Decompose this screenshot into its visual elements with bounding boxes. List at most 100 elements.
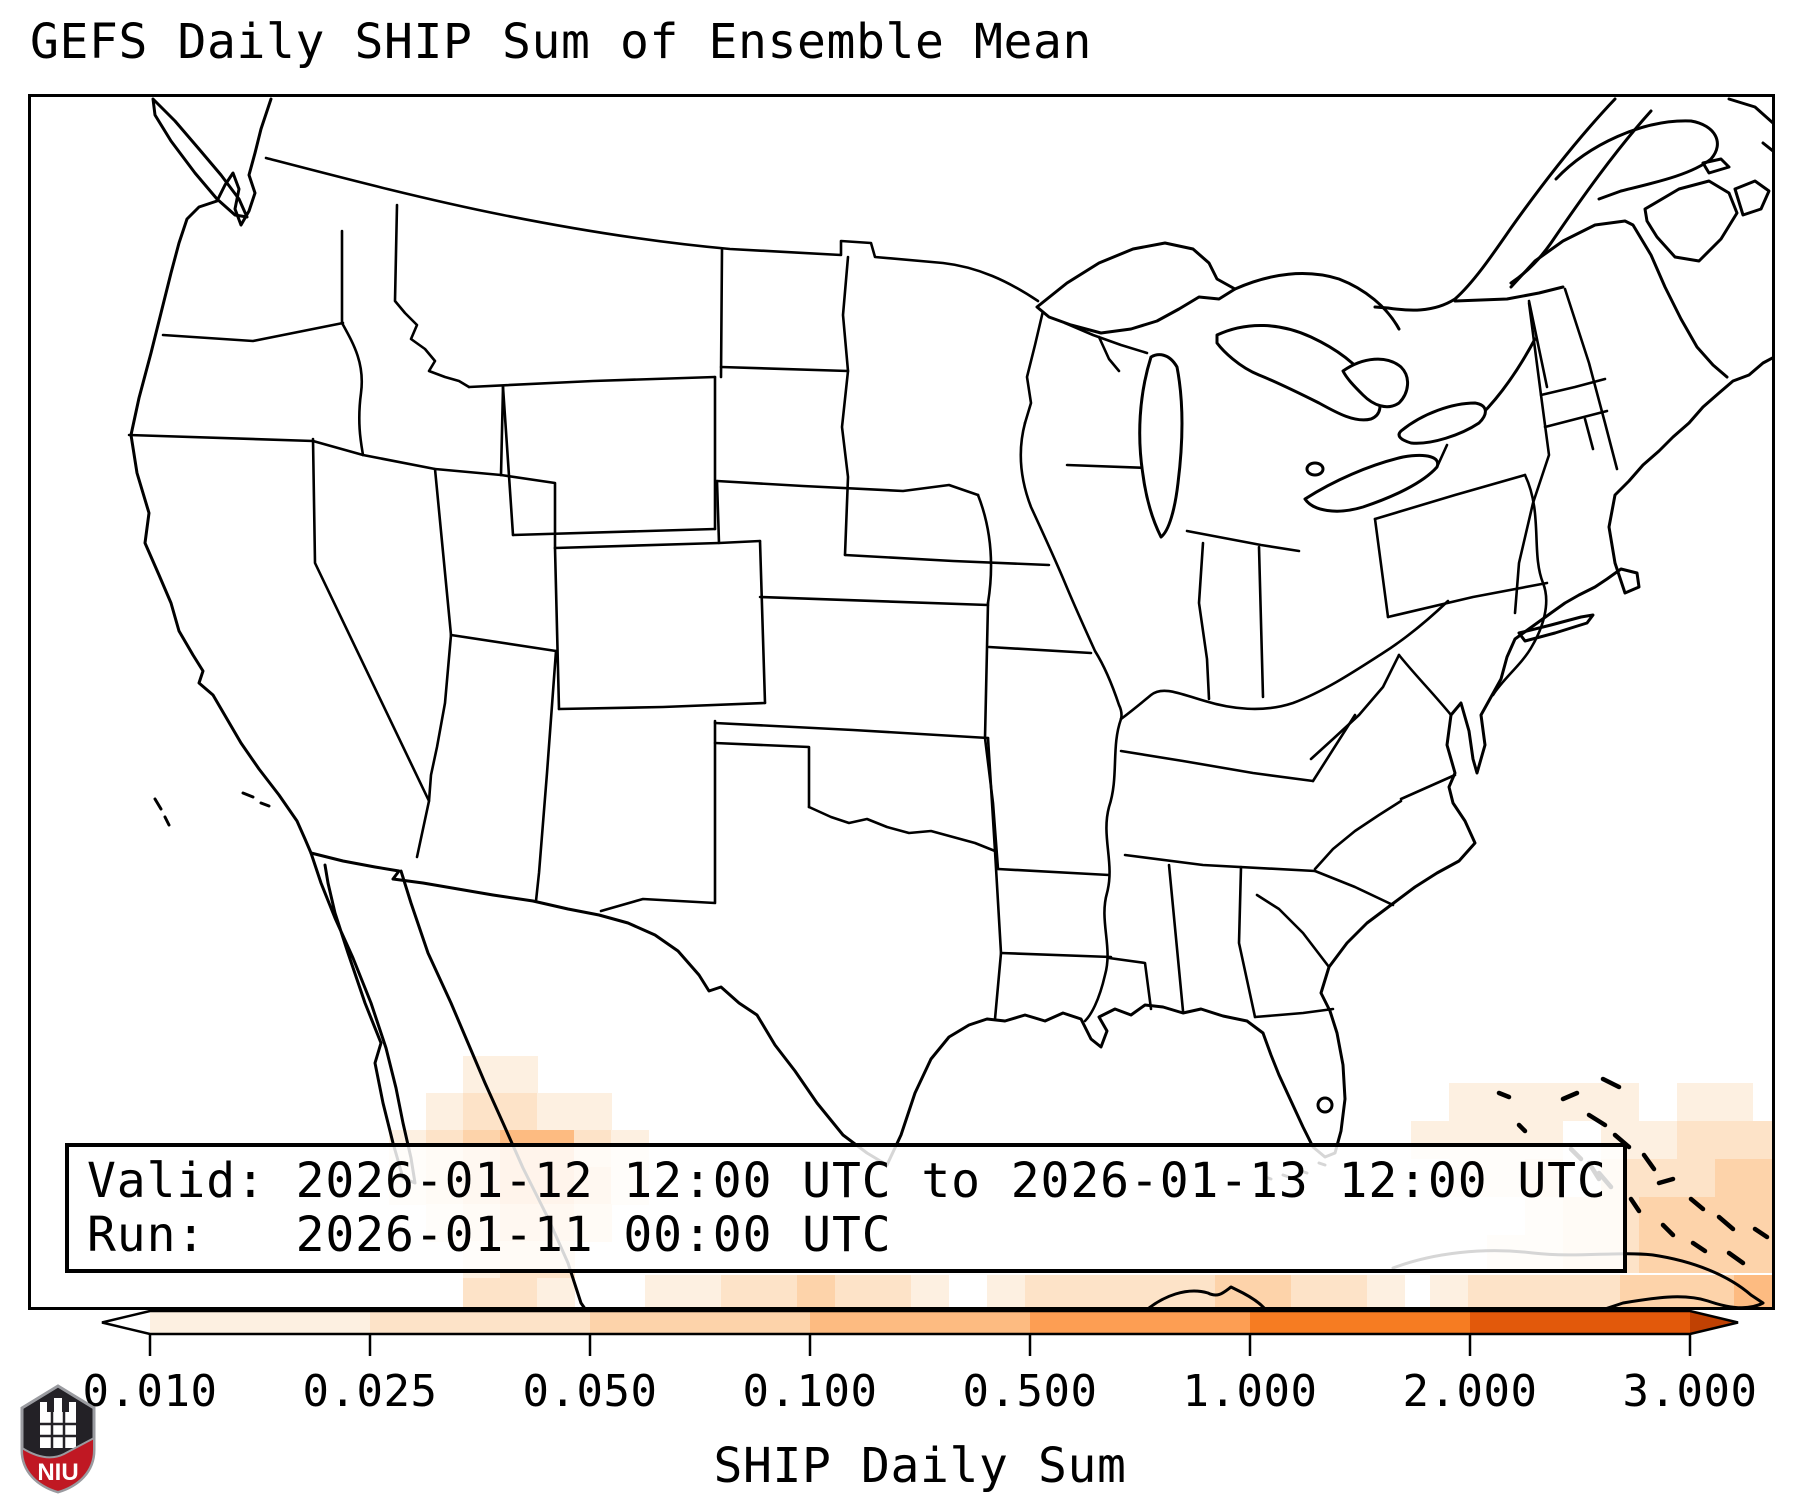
or-id-border bbox=[340, 321, 365, 457]
heat-cell bbox=[873, 1275, 911, 1307]
colorbar-segment bbox=[590, 1311, 810, 1334]
ok-ar-border bbox=[986, 736, 1003, 1021]
lake-ontario bbox=[1397, 401, 1487, 445]
colorbar-outline bbox=[101, 1309, 1739, 1336]
long-island bbox=[1517, 613, 1595, 643]
great-lakes bbox=[1035, 241, 1487, 1114]
ks-mo-border bbox=[983, 601, 1000, 871]
valid-time-text: Valid: 2026-01-12 12:00 UTC to 2026-01-1… bbox=[87, 1153, 1607, 1209]
heat-cell bbox=[1449, 1083, 1487, 1121]
pa-south-border bbox=[1386, 581, 1549, 619]
yucatan-coast bbox=[1147, 1285, 1266, 1307]
mt-nd-border bbox=[719, 247, 724, 379]
heat-cell bbox=[500, 1093, 538, 1131]
tn-south-border bbox=[1123, 853, 1317, 873]
heat-cell bbox=[1101, 1275, 1139, 1307]
heat-cell bbox=[911, 1275, 949, 1307]
nm-tx-border bbox=[599, 719, 717, 913]
ne-west-border bbox=[715, 479, 721, 545]
ar-la-border bbox=[999, 951, 1113, 959]
heat-cell bbox=[1715, 1121, 1753, 1159]
heat-cell bbox=[1753, 1121, 1772, 1159]
heat-cell bbox=[1291, 1275, 1329, 1307]
ma-north-border bbox=[1539, 377, 1607, 397]
ga-sc-border bbox=[1255, 893, 1331, 969]
nh-me-border bbox=[1563, 287, 1619, 471]
lake-erie bbox=[1303, 453, 1440, 513]
heat-cell bbox=[1367, 1275, 1405, 1307]
heat-cell bbox=[1753, 1159, 1772, 1197]
heat-cell bbox=[500, 1278, 538, 1307]
tx-ok-panhandle bbox=[713, 741, 811, 809]
niu-logo-text: NIU bbox=[37, 1459, 78, 1486]
ontario-canada-shore bbox=[1233, 272, 1401, 331]
colorbar-tick-label: 0.025 bbox=[302, 1366, 438, 1417]
newfoundland-corner bbox=[1727, 97, 1772, 153]
niu-logo: NIU bbox=[20, 1384, 96, 1494]
mn-dakotas-border bbox=[840, 255, 850, 557]
lake-st-clair bbox=[1305, 461, 1325, 477]
lake-michigan bbox=[1138, 353, 1184, 539]
map-panel bbox=[28, 94, 1775, 1310]
heat-cell bbox=[1753, 1235, 1772, 1273]
gaspe-peninsula bbox=[1554, 119, 1719, 201]
heat-cell bbox=[537, 1278, 575, 1307]
heat-cell bbox=[987, 1275, 1025, 1307]
lower-mississippi-river bbox=[1083, 717, 1123, 1023]
heat-cell bbox=[1639, 1197, 1677, 1235]
mi-in-oh-border bbox=[1185, 529, 1301, 553]
ks-ok-border bbox=[713, 721, 990, 740]
wa-or-border bbox=[161, 321, 345, 343]
quebec-border-45n bbox=[1453, 285, 1565, 303]
pacific-coast bbox=[129, 97, 313, 855]
delaware-river bbox=[1491, 473, 1548, 697]
wv-va-border bbox=[1309, 653, 1401, 761]
ut-wy-step bbox=[499, 473, 557, 550]
ga-fl-border bbox=[1253, 1007, 1335, 1019]
co-south-border bbox=[557, 701, 767, 711]
ne-ks-border bbox=[758, 595, 990, 607]
in-oh-border bbox=[1257, 545, 1265, 699]
tn-nc-border bbox=[1313, 799, 1403, 871]
heat-cell bbox=[1715, 1159, 1753, 1197]
heat-cell bbox=[721, 1275, 759, 1307]
valid-run-info-box: Valid: 2026-01-12 12:00 UTC to 2026-01-1… bbox=[65, 1143, 1627, 1273]
nova-scotia bbox=[1643, 179, 1739, 263]
niu-castle-icon bbox=[40, 1398, 76, 1448]
pa-north-border bbox=[1373, 473, 1527, 521]
lake-okeechobee bbox=[1316, 1096, 1334, 1114]
gulf-atlantic-coast bbox=[885, 356, 1772, 1167]
georgian-bay bbox=[1341, 357, 1409, 409]
wy-south-border bbox=[511, 527, 717, 537]
heat-cell bbox=[759, 1275, 797, 1307]
menominee-river bbox=[1097, 335, 1121, 373]
heat-cell bbox=[1582, 1275, 1620, 1307]
colorbar-tick-label: 0.050 bbox=[522, 1366, 658, 1417]
ut-co-border bbox=[553, 546, 561, 711]
us-mexico-border bbox=[309, 851, 889, 1167]
heat-cell bbox=[1658, 1275, 1696, 1307]
ut-az-border bbox=[449, 633, 558, 653]
heat-cell bbox=[426, 1093, 464, 1131]
ca-nv-border bbox=[311, 437, 431, 859]
id-mt-border bbox=[393, 203, 471, 389]
colorbar-tick-label: 0.500 bbox=[962, 1366, 1098, 1417]
ct-ri-border bbox=[1583, 417, 1595, 451]
co-north-border bbox=[553, 539, 762, 550]
mt-wy-border bbox=[467, 375, 717, 389]
heat-cell bbox=[1025, 1275, 1063, 1307]
co-east-border bbox=[758, 539, 767, 705]
oh-pa-border bbox=[1373, 517, 1390, 619]
va-nc-border bbox=[1399, 773, 1457, 801]
heat-cell bbox=[1430, 1275, 1468, 1307]
heat-cell bbox=[500, 1056, 538, 1094]
heat-cell bbox=[1329, 1275, 1367, 1307]
nc-sc-border bbox=[1313, 869, 1395, 907]
up-south-shore bbox=[1063, 321, 1149, 355]
lake-superior bbox=[1035, 241, 1237, 335]
heat-cell bbox=[1468, 1275, 1506, 1307]
heat-cell bbox=[1215, 1275, 1253, 1307]
heat-cell bbox=[645, 1275, 683, 1307]
il-in-border bbox=[1197, 541, 1211, 701]
heat-cell bbox=[1677, 1083, 1715, 1121]
